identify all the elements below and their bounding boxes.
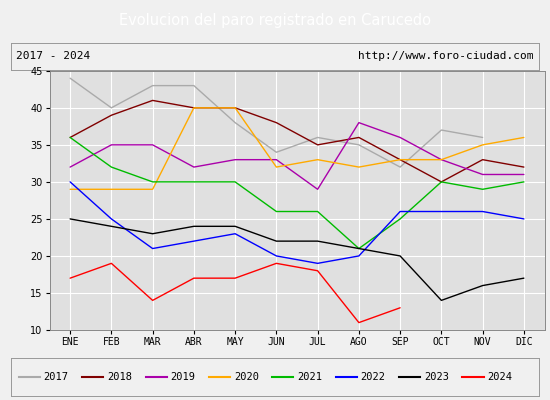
Text: 2018: 2018	[107, 372, 132, 382]
Text: 2022: 2022	[361, 372, 386, 382]
Text: 2017 - 2024: 2017 - 2024	[16, 51, 91, 61]
Text: 2024: 2024	[487, 372, 512, 382]
Text: 2020: 2020	[234, 372, 259, 382]
Text: http://www.foro-ciudad.com: http://www.foro-ciudad.com	[358, 51, 534, 61]
Text: 2021: 2021	[297, 372, 322, 382]
Text: 2023: 2023	[424, 372, 449, 382]
Text: 2017: 2017	[44, 372, 69, 382]
Text: Evolucion del paro registrado en Carucedo: Evolucion del paro registrado en Caruced…	[119, 14, 431, 28]
Text: 2019: 2019	[170, 372, 195, 382]
